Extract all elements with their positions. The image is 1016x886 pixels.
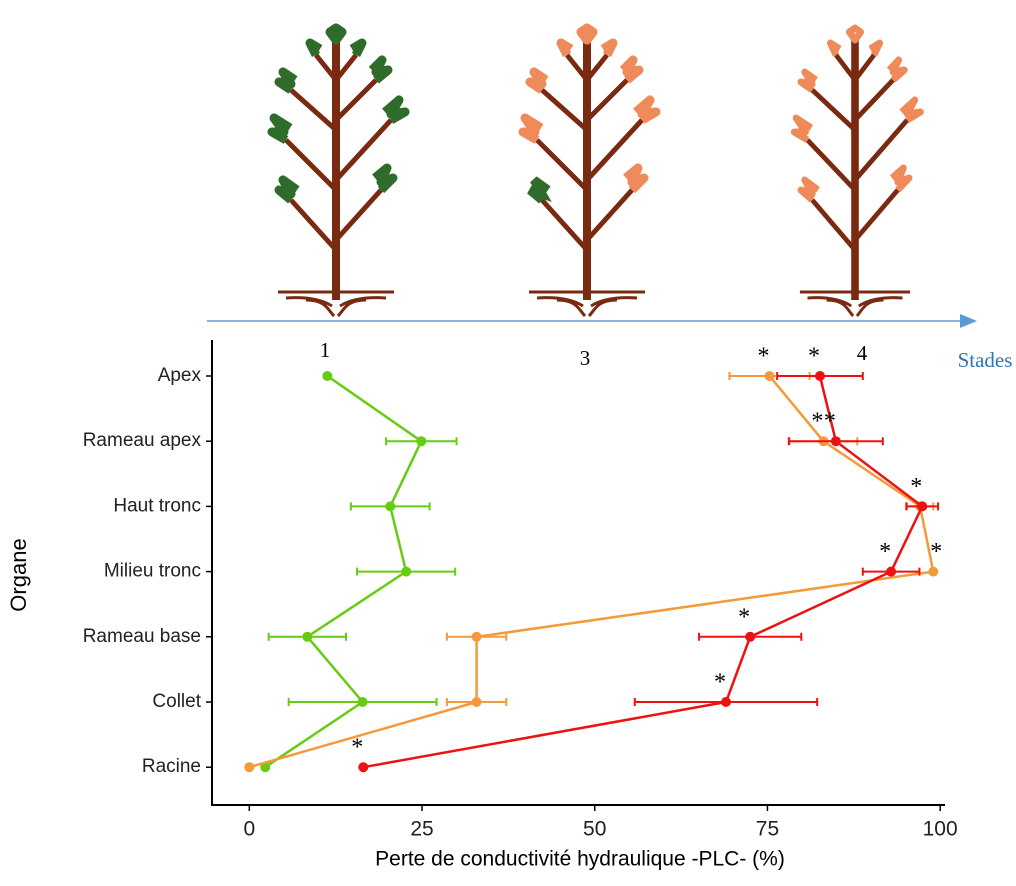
significance-marker: * (758, 344, 770, 370)
y-axis-label: Organe (6, 538, 31, 611)
significance-marker: * (930, 539, 942, 565)
significance-marker: * (824, 409, 836, 435)
point (720, 697, 731, 707)
point (471, 697, 482, 707)
point (917, 501, 928, 512)
significance-marker: * (738, 604, 750, 630)
stage-arrow-head (960, 314, 977, 328)
y-tick-label: Milieu tronc (104, 561, 201, 582)
significance-marker: * (910, 474, 922, 500)
y-tick-label: Collet (152, 691, 201, 712)
point (745, 631, 756, 642)
point (302, 631, 313, 642)
point (322, 371, 333, 381)
significance-marker: * (351, 735, 363, 761)
x-tick-label: 75 (756, 818, 779, 841)
x-tick-label: 100 (923, 818, 958, 841)
x-tick-label: 25 (410, 818, 433, 841)
stage-label: 1 (320, 338, 331, 362)
point (416, 436, 427, 447)
point (260, 762, 271, 773)
point (764, 371, 775, 381)
stage-label: 4 (857, 341, 868, 365)
y-tick-label: Haut tronc (113, 495, 201, 516)
y-tick-label: Apex (158, 365, 202, 386)
significance-marker: * (808, 344, 820, 370)
x-axis-label: Perte de conductivité hydraulique -PLC- … (375, 848, 785, 871)
y-tick-label: Rameau apex (83, 430, 202, 451)
stage-label: 3 (580, 346, 591, 370)
point (471, 631, 482, 642)
point (830, 436, 841, 447)
x-tick-label: 50 (583, 818, 606, 841)
illustration (267, 23, 924, 316)
point (357, 697, 368, 707)
stage-axis-label: Stades (958, 348, 1013, 372)
significance-marker: * (811, 409, 823, 435)
point (886, 566, 897, 577)
y-tick-label: Racine (142, 756, 201, 777)
point (358, 762, 369, 773)
point (928, 566, 939, 577)
point (244, 762, 255, 773)
point (385, 501, 396, 512)
point (401, 566, 412, 577)
significance-marker: * (879, 539, 891, 565)
significance-marker: * (714, 670, 726, 696)
point (814, 371, 825, 381)
y-tick-label: Rameau base (83, 626, 201, 647)
x-tick-label: 0 (243, 818, 255, 841)
